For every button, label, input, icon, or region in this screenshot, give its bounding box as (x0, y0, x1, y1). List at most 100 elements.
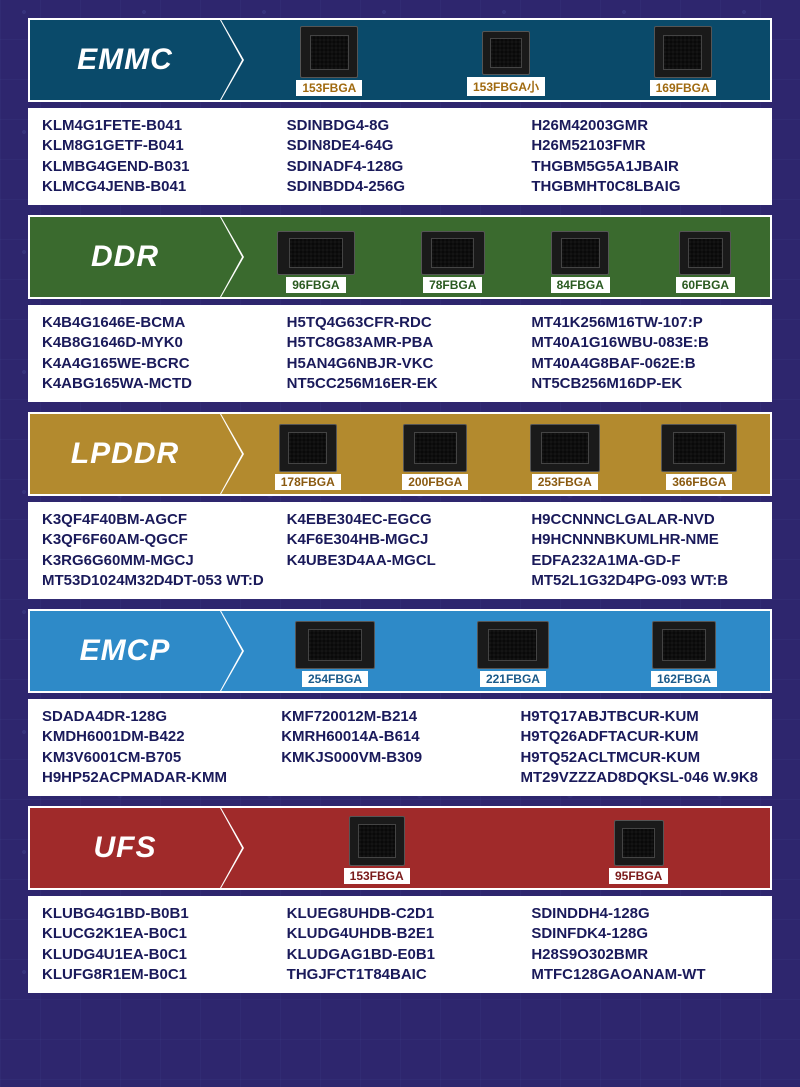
part-number: K4B8G1646D-MYK0 (42, 333, 269, 353)
category-label: EMMC (77, 43, 173, 77)
section-header: LPDDR178FBGA200FBGA253FBGA366FBGA (28, 412, 772, 496)
chip-icon (530, 424, 600, 472)
section-emmc: EMMC153FBGA153FBGA小169FBGAKLM4G1FETE-B04… (28, 18, 772, 205)
chip-caption: 153FBGA小 (467, 77, 545, 96)
arrow-icon (220, 217, 242, 297)
arrow-icon (220, 20, 242, 100)
parts-grid: K3QF4F40BM-AGCFK4EBE304EC-EGCGH9CCNNNCLG… (42, 510, 758, 591)
chip-caption: 60FBGA (676, 277, 735, 293)
part-number: K3QF6F60AM-QGCF (42, 530, 269, 550)
part-number: MT52L1G32D4PG-093 WT:B (531, 571, 758, 591)
part-number: NT5CC256M16ER-EK (287, 374, 514, 394)
part-number: KLMCG4JENB-B041 (42, 177, 269, 197)
part-number: KLMBG4GEND-B031 (42, 157, 269, 177)
parts-grid: KLM4G1FETE-B041SDINBDG4-8GH26M42003GMRKL… (42, 116, 758, 197)
part-number: H26M52103FMR (531, 136, 758, 156)
part-number: MT41K256M16TW-107:P (531, 313, 758, 333)
part-number: K3QF4F40BM-AGCF (42, 510, 269, 530)
chip-icon (477, 621, 549, 669)
chip-caption: 84FBGA (551, 277, 610, 293)
chip-caption: 221FBGA (480, 671, 546, 687)
chips-area: 254FBGA 221FBGA 162FBGA (220, 611, 770, 691)
chip-caption: 200FBGA (402, 474, 468, 490)
part-number: KMKJS000VM-B309 (281, 748, 502, 768)
parts-grid: KLUBG4G1BD-B0B1 KLUEG8UHDB-C2D1 SDINDDH4-1… (42, 904, 758, 985)
part-number: MT53D1024M32D4DT-053 WT:D (42, 571, 269, 591)
category-label: DDR (91, 240, 159, 274)
chip-caption: 178FBGA (275, 474, 341, 490)
part-number: K4EBE304EC-EGCG (287, 510, 514, 530)
chip-item: 254FBGA (295, 621, 375, 687)
part-number: EDFA232A1MA-GD-F (531, 551, 758, 571)
chip-item: 153FBGA (344, 816, 410, 884)
chip-icon (421, 231, 485, 275)
part-number: SDINADF4-128G (287, 157, 514, 177)
parts-panel: KLM4G1FETE-B041SDINBDG4-8GH26M42003GMRKL… (28, 108, 772, 205)
chip-caption: 95FBGA (609, 868, 668, 884)
part-number: H5TQ4G63CFR-RDC (287, 313, 514, 333)
chip-caption: 153FBGA (344, 868, 410, 884)
part-number: KLM8G1GETF-B041 (42, 136, 269, 156)
part-number: K4A4G165WE-BCRC (42, 354, 269, 374)
part-number: NT5CB256M16DP-EK (531, 374, 758, 394)
chip-item: 78FBGA (421, 231, 485, 293)
part-number: H9TQ52ACLTMCUR-KUM (520, 748, 758, 768)
part-number: KLUFG8R1EM-B0C1 (42, 965, 269, 985)
part-number: K4ABG165WA-MCTD (42, 374, 269, 394)
parts-grid: SDADA4DR-128GKMF720012M-B214H9TQ17ABJTBC… (42, 707, 758, 788)
part-number: K4B4G1646E-BCMA (42, 313, 269, 333)
part-number: MT29VZZZAD8DQKSL-046 W.9K8 (520, 768, 758, 788)
chip-icon (652, 621, 716, 669)
chip-caption: 153FBGA (296, 80, 362, 96)
parts-panel: KLUBG4G1BD-B0B1 KLUEG8UHDB-C2D1 SDINDDH4-1… (28, 896, 772, 993)
section-header: EMCP 254FBGA 221FBGA 162FBGA (28, 609, 772, 693)
chip-item: 221FBGA (477, 621, 549, 687)
part-number: K4UBE3D4AA-MGCL (287, 551, 514, 571)
section-ddr: DDR 96FBGA 78FBGA 84FBGA 60FBGA K4B4G1646E-BC… (28, 215, 772, 402)
chip-caption: 366FBGA (666, 474, 732, 490)
chip-item: 200FBGA (402, 424, 468, 490)
part-number: KM3V6001CM-B705 (42, 748, 263, 768)
part-number: H9HP52ACPMADAR-KMM (42, 768, 263, 788)
chip-caption: 162FBGA (651, 671, 717, 687)
part-number: H5TC8G83AMR-PBA (287, 333, 514, 353)
part-number: H9HCNNNBKUMLHR-NME (531, 530, 758, 550)
chip-item: 253FBGA (530, 424, 600, 490)
part-number: THGJFCT1T84BAIC (287, 965, 514, 985)
arrow-icon (220, 808, 242, 888)
part-number: K4F6E304HB-MGCJ (287, 530, 514, 550)
section-emcp: EMCP 254FBGA 221FBGA 162FBGA SDADA4DR-128GKM… (28, 609, 772, 796)
chip-icon (279, 424, 337, 472)
chip-item: 96FBGA (277, 231, 355, 293)
part-number: SDINFDK4-128G (531, 924, 758, 944)
section-lpddr: LPDDR178FBGA200FBGA253FBGA366FBGAK3QF4F4… (28, 412, 772, 599)
part-number: KLUEG8UHDB-C2D1 (287, 904, 514, 924)
part-number: MT40A1G16WBU-083E:B (531, 333, 758, 353)
section-header: DDR 96FBGA 78FBGA 84FBGA 60FBGA (28, 215, 772, 299)
parts-panel: K4B4G1646E-BCMA H5TQ4G63CFR-RDC MT41K256M1… (28, 305, 772, 402)
part-number: THGBM5G5A1JBAIR (531, 157, 758, 177)
part-number: K3RG6G60MM-MGCJ (42, 551, 269, 571)
part-number: SDINBDG4-8G (287, 116, 514, 136)
part-number: KMF720012M-B214 (281, 707, 502, 727)
section-header: EMMC153FBGA153FBGA小169FBGA (28, 18, 772, 102)
category-label: EMCP (80, 634, 171, 668)
chip-item: 366FBGA (661, 424, 737, 490)
chip-icon (300, 26, 358, 78)
chip-icon (349, 816, 405, 866)
part-number: KLM4G1FETE-B041 (42, 116, 269, 136)
chip-icon (277, 231, 355, 275)
part-number (287, 571, 514, 591)
section-ufs: UFS 153FBGA 95FBGA KLUBG4G1BD-B0B1 KLUEG8UHD… (28, 806, 772, 993)
chips-area: 178FBGA 200FBGA 253FBGA 366FBGA (220, 414, 770, 494)
part-number: SDINDDH4-128G (531, 904, 758, 924)
chip-icon (551, 231, 609, 275)
part-number: KLUBG4G1BD-B0B1 (42, 904, 269, 924)
category-label-box: UFS (30, 808, 220, 888)
chip-item: 153FBGA小 (467, 31, 545, 96)
chip-icon (295, 621, 375, 669)
parts-grid: K4B4G1646E-BCMA H5TQ4G63CFR-RDC MT41K256M1… (42, 313, 758, 394)
category-label-box: EMMC (30, 20, 220, 100)
part-number: H5AN4G6NBJR-VKC (287, 354, 514, 374)
part-number: MT40A4G8BAF-062E:B (531, 354, 758, 374)
